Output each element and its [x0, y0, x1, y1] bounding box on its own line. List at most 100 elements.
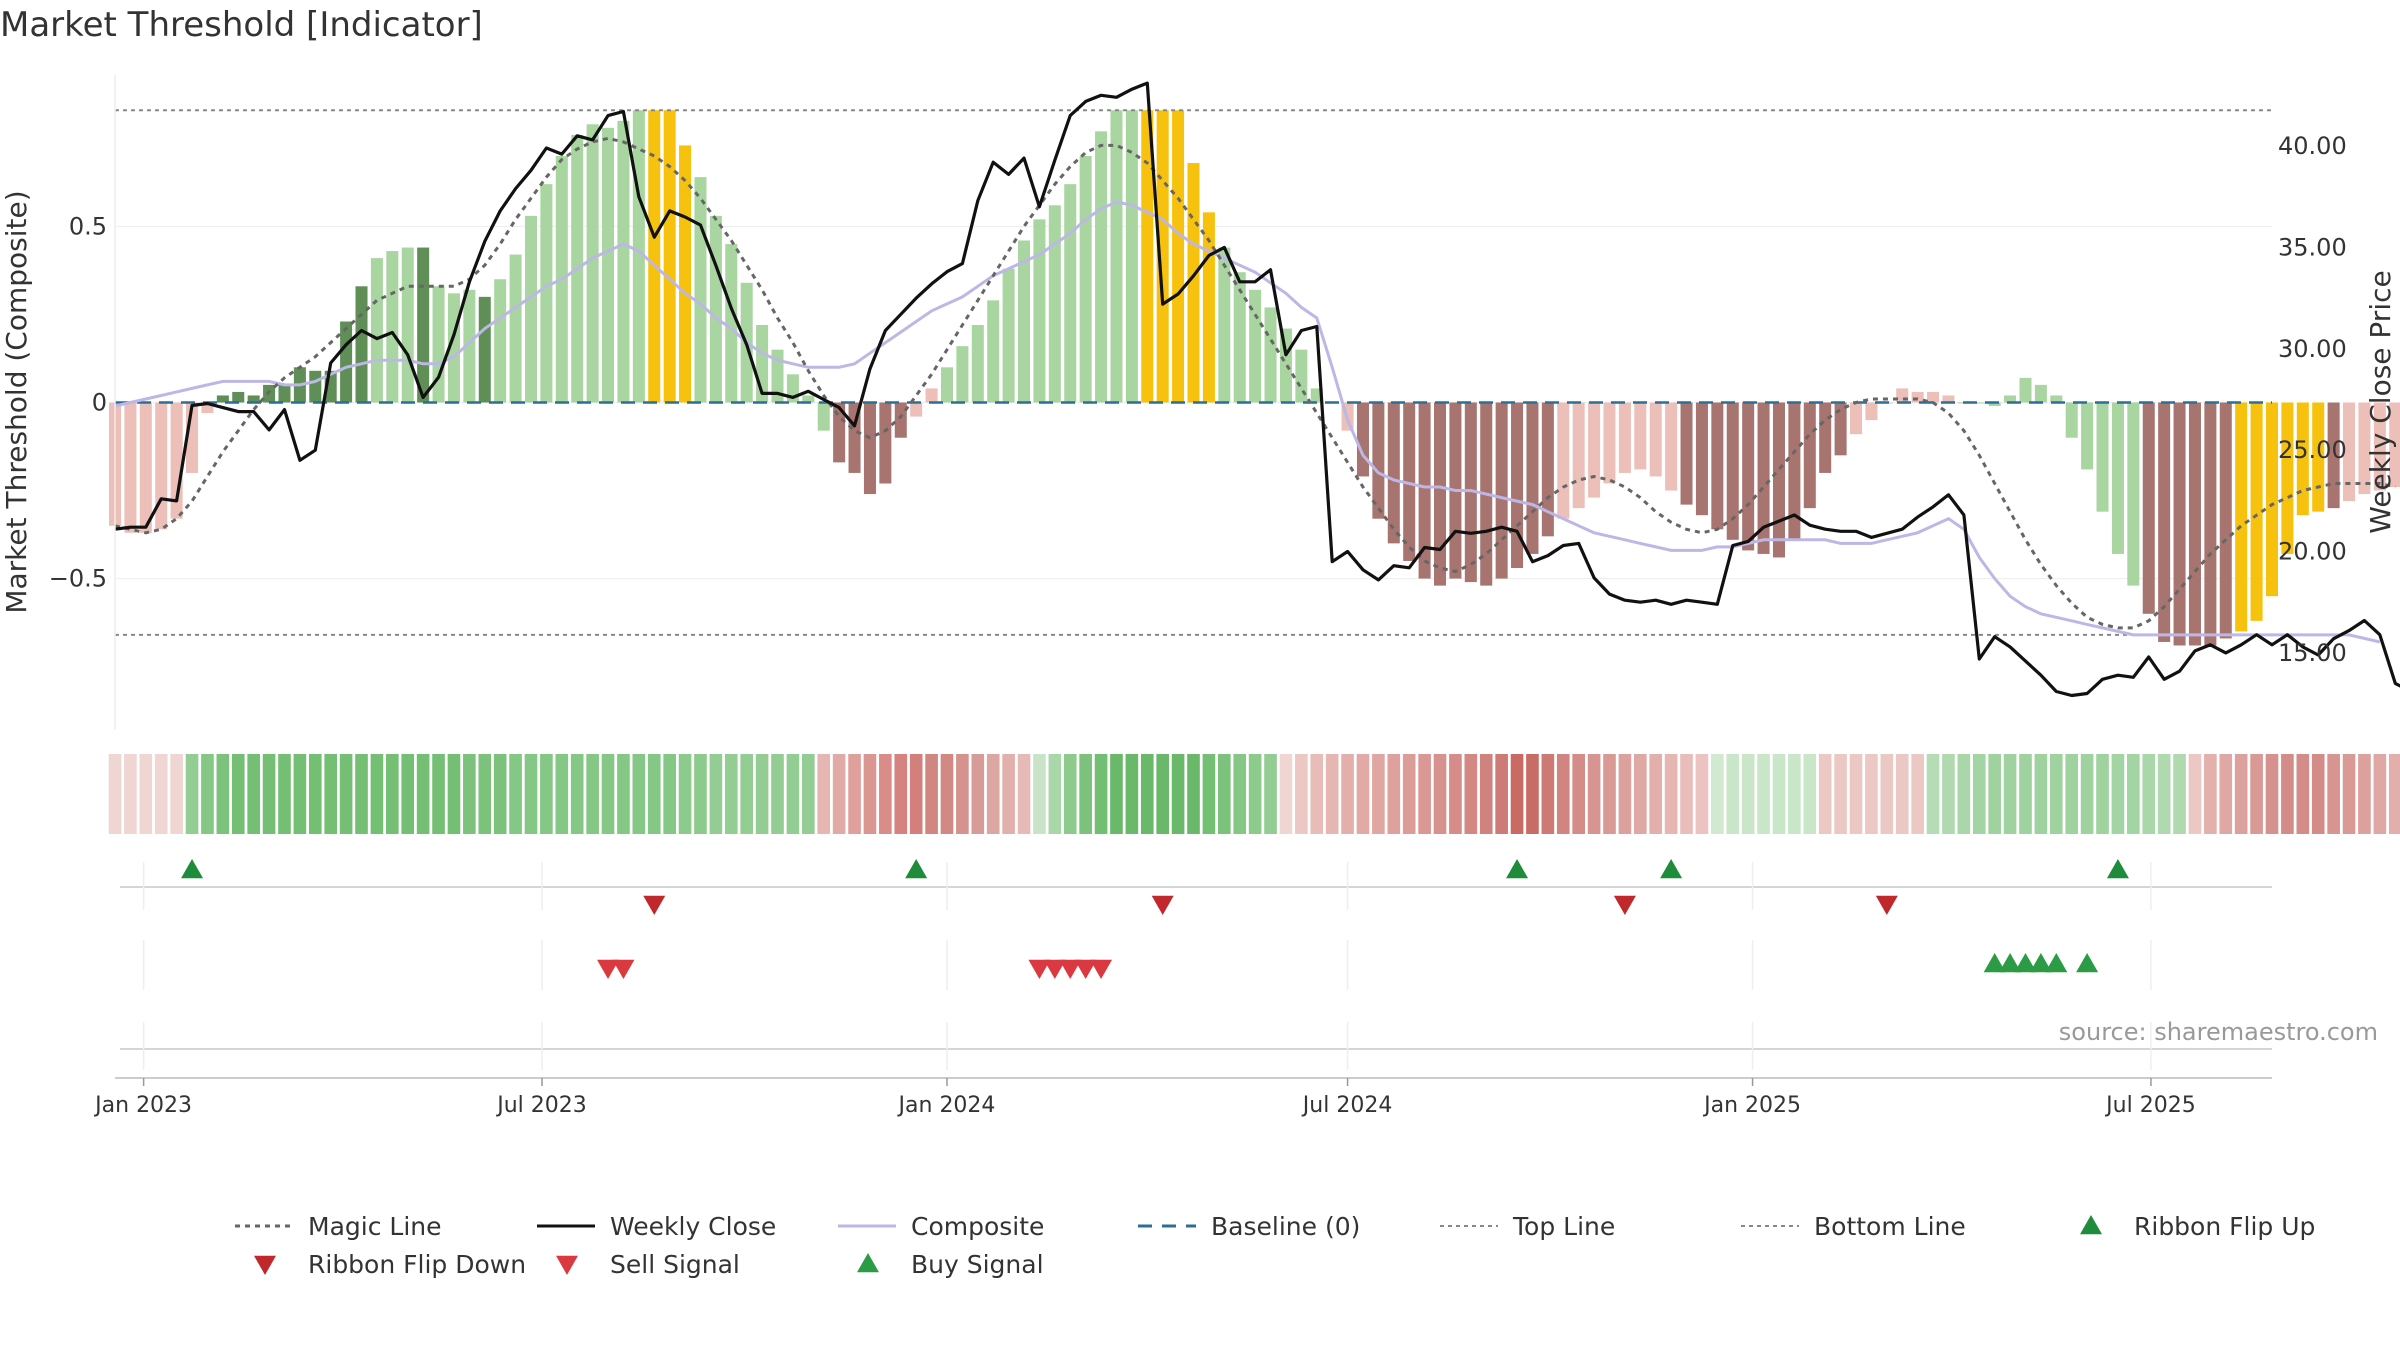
histogram-bar — [1927, 391, 1940, 403]
histogram-bar — [2219, 402, 2232, 639]
histogram-bar — [1834, 402, 1847, 456]
histogram-bar — [2019, 377, 2032, 403]
ribbon-segment — [524, 754, 538, 834]
legend-swatch — [2080, 1215, 2102, 1235]
histogram-bar — [1295, 349, 1308, 403]
ribbon-segment — [1726, 754, 1740, 834]
buy-signal-marker — [2029, 953, 2052, 973]
ribbon-flip-down-marker — [1875, 895, 1898, 915]
ribbon-segment — [1187, 754, 1200, 834]
histogram-bar — [586, 124, 599, 403]
histogram-bar — [478, 296, 491, 403]
ribbon-segment — [1988, 754, 2001, 834]
ribbon-segment — [755, 754, 769, 834]
histogram-bar — [386, 251, 399, 403]
ribbon-segment — [2388, 754, 2400, 834]
sell-signal-marker — [612, 959, 635, 979]
ribbon-segment — [1140, 754, 1154, 834]
histogram-bar — [1911, 391, 1924, 403]
ribbon-segment — [1664, 754, 1678, 834]
ribbon-segment — [447, 754, 461, 834]
histogram-bar — [1803, 402, 1816, 509]
magic-line — [114, 136, 2396, 630]
ribbon-segment — [1341, 754, 1354, 834]
ribbon-segment — [432, 754, 445, 834]
histogram-bar — [155, 402, 168, 530]
ribbon-segment — [478, 754, 492, 834]
ribbon-segment — [355, 754, 368, 834]
ribbon-segment — [879, 754, 892, 834]
histogram-bar — [2188, 402, 2201, 646]
ribbon-segment — [678, 754, 692, 834]
histogram-bar — [309, 370, 322, 403]
ribbon-segment — [894, 754, 908, 834]
ribbon-segment — [1865, 754, 1878, 834]
histogram-bar — [1973, 402, 1986, 404]
histogram-bar — [1618, 402, 1631, 473]
ribbon-segment — [2373, 754, 2387, 834]
histogram-bar — [1434, 402, 1447, 586]
histogram-bar — [201, 402, 214, 414]
histogram-bar — [2389, 402, 2400, 488]
ribbon-segment — [647, 754, 661, 834]
histogram-bar — [2235, 402, 2248, 632]
histogram-bar — [1865, 402, 1878, 421]
histogram-bar — [2296, 402, 2309, 516]
ribbon-segment — [201, 754, 214, 834]
y2-tick-label: 20.00 — [2278, 538, 2347, 566]
legend-label: Buy Signal — [911, 1250, 1044, 1279]
ribbon-segment — [1818, 754, 1832, 834]
legend-label: Ribbon Flip Up — [2134, 1212, 2315, 1241]
ribbon-segment — [108, 754, 122, 834]
sell-signal-marker — [597, 959, 620, 979]
ribbon-flip-up-marker — [181, 859, 204, 879]
ribbon-segment — [1649, 754, 1663, 834]
ribbon-segment — [2065, 754, 2079, 834]
ribbon-segment — [1248, 754, 1262, 834]
histogram-bar — [1634, 402, 1647, 470]
histogram-bar — [817, 402, 830, 431]
ribbon-segment — [2204, 754, 2217, 834]
histogram-bar — [1988, 402, 2001, 407]
ribbon-segment — [1618, 754, 1632, 834]
ribbon-segment — [1942, 754, 1955, 834]
histogram-bar — [1464, 402, 1477, 583]
ribbon-segment — [1849, 754, 1863, 834]
histogram-bar — [1048, 205, 1061, 403]
histogram-bar — [401, 247, 414, 403]
ribbon-segment — [2250, 754, 2263, 834]
weekly-close-line — [114, 81, 2400, 698]
histogram-bar — [2111, 402, 2124, 554]
histogram-bar — [2250, 402, 2263, 621]
composite-line — [114, 200, 2381, 644]
histogram-bar — [2312, 402, 2325, 512]
legend-label: Weekly Close — [610, 1212, 776, 1241]
y2-axis-label: Weekly Close Price — [2364, 270, 2397, 533]
ribbon-segment — [386, 754, 399, 834]
ribbon-flip-down-marker — [1613, 895, 1636, 915]
ribbon-segment — [632, 754, 646, 834]
histogram-bar — [509, 254, 522, 403]
ribbon-segment — [1356, 754, 1370, 834]
histogram-bar — [771, 349, 784, 403]
histogram-bar — [1680, 402, 1693, 505]
ribbon-segment — [1110, 754, 1123, 834]
histogram-bar — [987, 300, 1000, 403]
ribbon-segment — [940, 754, 954, 834]
ribbon-segment — [601, 754, 615, 834]
ribbon-segment — [2219, 754, 2233, 834]
ribbon-segment — [1603, 754, 1616, 834]
x-axis: Jan 2023 Jul 2023 Jan 2024 Jul 2024 Jan 2025… — [93, 1077, 2272, 1118]
ribbon-segment — [1202, 754, 1216, 834]
legend-swatch — [556, 1255, 578, 1275]
ribbon-segment — [1495, 754, 1508, 834]
ribbon-segment — [1387, 754, 1401, 834]
ribbon-segment — [339, 754, 353, 834]
x-tick-label: Jul 2024 — [1301, 1093, 1393, 1118]
histogram-bar — [1033, 219, 1046, 403]
histogram-bar — [1356, 402, 1369, 477]
histogram-bar — [1079, 155, 1092, 403]
ribbon-segment — [1895, 754, 1909, 834]
ribbon-segment — [1587, 754, 1601, 834]
ribbon-segment — [2234, 754, 2248, 834]
